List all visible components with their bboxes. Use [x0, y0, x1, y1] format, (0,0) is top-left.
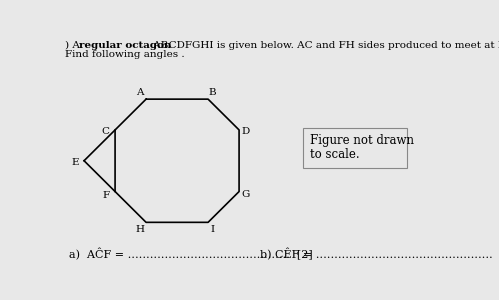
Text: D: D — [241, 127, 250, 136]
Text: ABCDFGHI is given below. AC and FH sides produced to meet at E.: ABCDFGHI is given below. AC and FH sides… — [150, 40, 499, 50]
Text: C: C — [102, 127, 110, 136]
Text: to scale.: to scale. — [310, 148, 360, 161]
Text: regular octagon: regular octagon — [79, 40, 171, 50]
Bar — [302, 128, 407, 168]
Text: E: E — [71, 158, 78, 167]
Text: F: F — [102, 191, 109, 200]
Text: I: I — [211, 225, 215, 234]
Text: B: B — [209, 88, 217, 97]
Text: b) CÊF = ‥‥‥‥‥‥‥‥‥‥‥‥‥‥‥‥‥‥‥‥‥‥‥‥  [2]: b) CÊF = ‥‥‥‥‥‥‥‥‥‥‥‥‥‥‥‥‥‥‥‥‥‥‥‥ [2] — [260, 248, 499, 260]
Text: A: A — [136, 88, 144, 97]
Text: H: H — [135, 225, 144, 234]
Text: Find following angles .: Find following angles . — [65, 50, 184, 59]
Text: Figure not drawn: Figure not drawn — [310, 134, 414, 147]
Text: G: G — [241, 190, 250, 199]
Text: a)  AĈF = ‥‥‥‥‥‥‥‥‥‥‥‥‥‥‥‥‥‥‥‥‥‥  [2]: a) AĈF = ‥‥‥‥‥‥‥‥‥‥‥‥‥‥‥‥‥‥‥‥‥‥ [2] — [68, 248, 312, 260]
Text: ) A: ) A — [65, 40, 83, 50]
